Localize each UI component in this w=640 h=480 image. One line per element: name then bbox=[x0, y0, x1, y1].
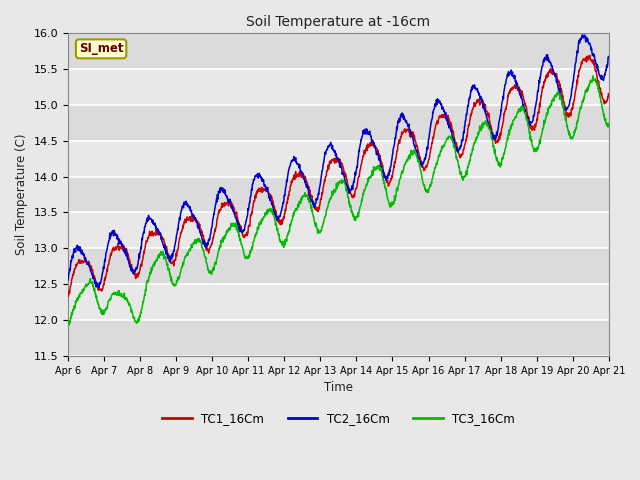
Bar bbox=[68, 105, 609, 141]
Bar bbox=[68, 248, 609, 284]
Text: SI_met: SI_met bbox=[79, 42, 124, 55]
Bar bbox=[68, 320, 609, 356]
X-axis label: Time: Time bbox=[324, 382, 353, 395]
Bar bbox=[68, 177, 609, 213]
Legend: TC1_16Cm, TC2_16Cm, TC3_16Cm: TC1_16Cm, TC2_16Cm, TC3_16Cm bbox=[157, 407, 520, 430]
Title: Soil Temperature at -16cm: Soil Temperature at -16cm bbox=[246, 15, 431, 29]
Y-axis label: Soil Temperature (C): Soil Temperature (C) bbox=[15, 134, 28, 255]
Bar bbox=[68, 33, 609, 69]
